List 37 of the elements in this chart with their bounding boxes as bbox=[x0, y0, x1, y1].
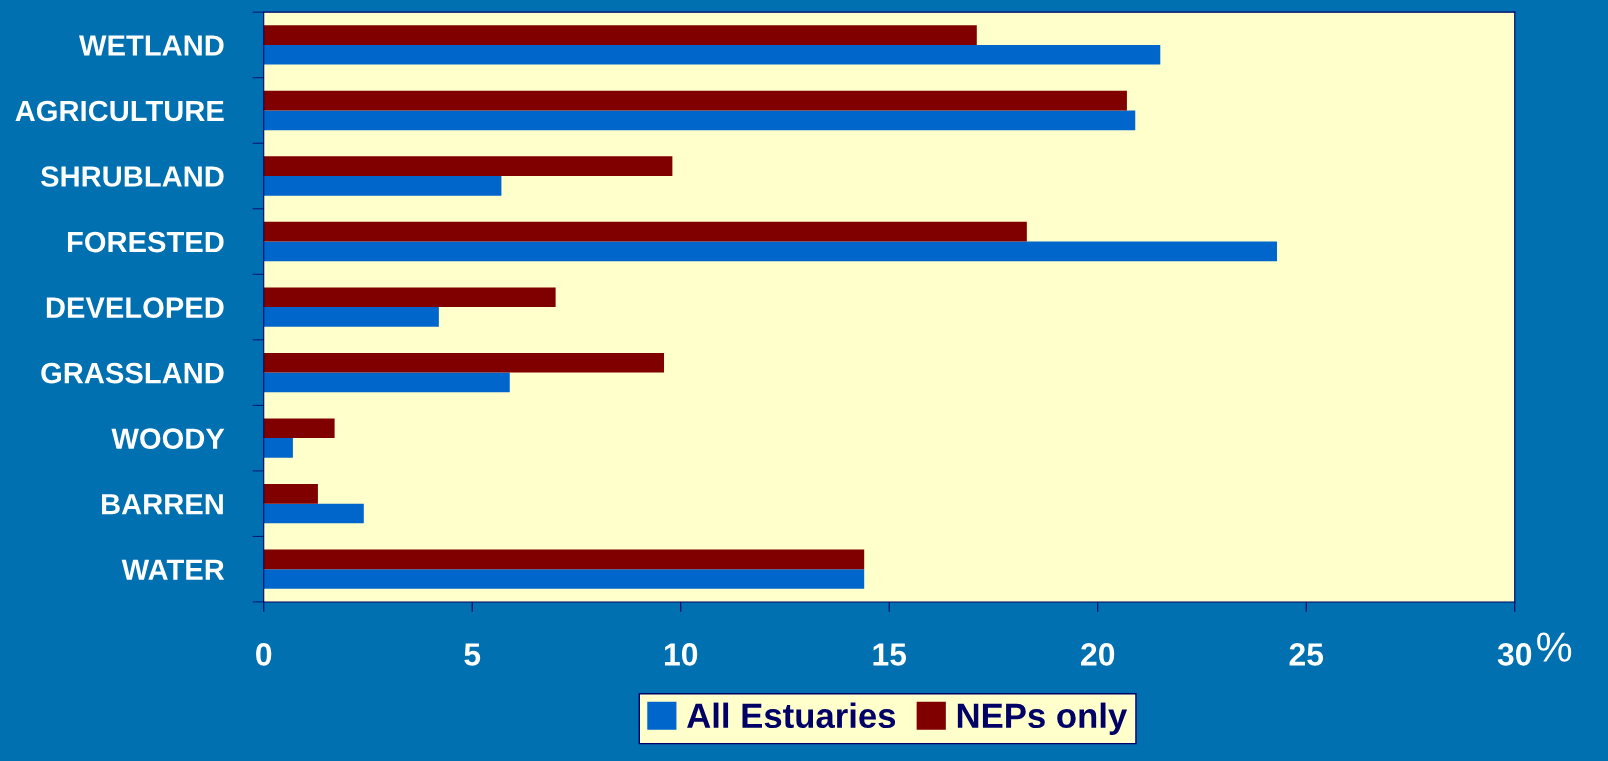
y-tick-label: BARREN bbox=[102, 494, 223, 515]
x-tick-label: 5 bbox=[464, 643, 481, 666]
bar bbox=[263, 221, 1027, 242]
bar bbox=[263, 156, 673, 176]
x-tick-label: 10 bbox=[664, 643, 698, 666]
y-tick-label: SHRUBLAND bbox=[40, 166, 224, 187]
bar bbox=[263, 503, 364, 524]
bar bbox=[263, 287, 556, 308]
bar bbox=[263, 176, 502, 196]
bar bbox=[263, 569, 865, 589]
y-tick-label: GRASSLAND bbox=[41, 362, 224, 384]
bar bbox=[263, 352, 665, 373]
x-tick-label: 30 bbox=[1497, 643, 1532, 666]
y-tick-label: WATER bbox=[121, 559, 225, 580]
y-tick-label: WOODY bbox=[111, 428, 225, 449]
y-tick-label: FORESTED bbox=[67, 231, 224, 253]
x-tick-label: 15 bbox=[873, 643, 907, 666]
y-tick-label: AGRICULTURE bbox=[15, 100, 224, 122]
bar bbox=[263, 110, 1136, 131]
legend-label: All Estuaries bbox=[687, 702, 896, 729]
legend-label: NEPs only bbox=[957, 702, 1128, 735]
bar bbox=[263, 484, 318, 504]
x-tick-label: 0 bbox=[256, 643, 272, 666]
y-tick-label: DEVELOPED bbox=[46, 297, 224, 318]
bar bbox=[263, 25, 977, 45]
x-tick-label: 20 bbox=[1081, 643, 1115, 666]
x-axis-title: % bbox=[1537, 632, 1572, 662]
bar bbox=[263, 438, 293, 458]
y-tick-label: WETLAND bbox=[79, 35, 224, 56]
bar bbox=[263, 241, 1278, 262]
bar bbox=[263, 44, 1161, 65]
bar bbox=[263, 549, 865, 570]
bar bbox=[263, 307, 439, 327]
bar bbox=[263, 418, 335, 439]
bar bbox=[263, 90, 1127, 111]
bar bbox=[263, 372, 510, 393]
x-tick-label: 25 bbox=[1289, 643, 1324, 666]
